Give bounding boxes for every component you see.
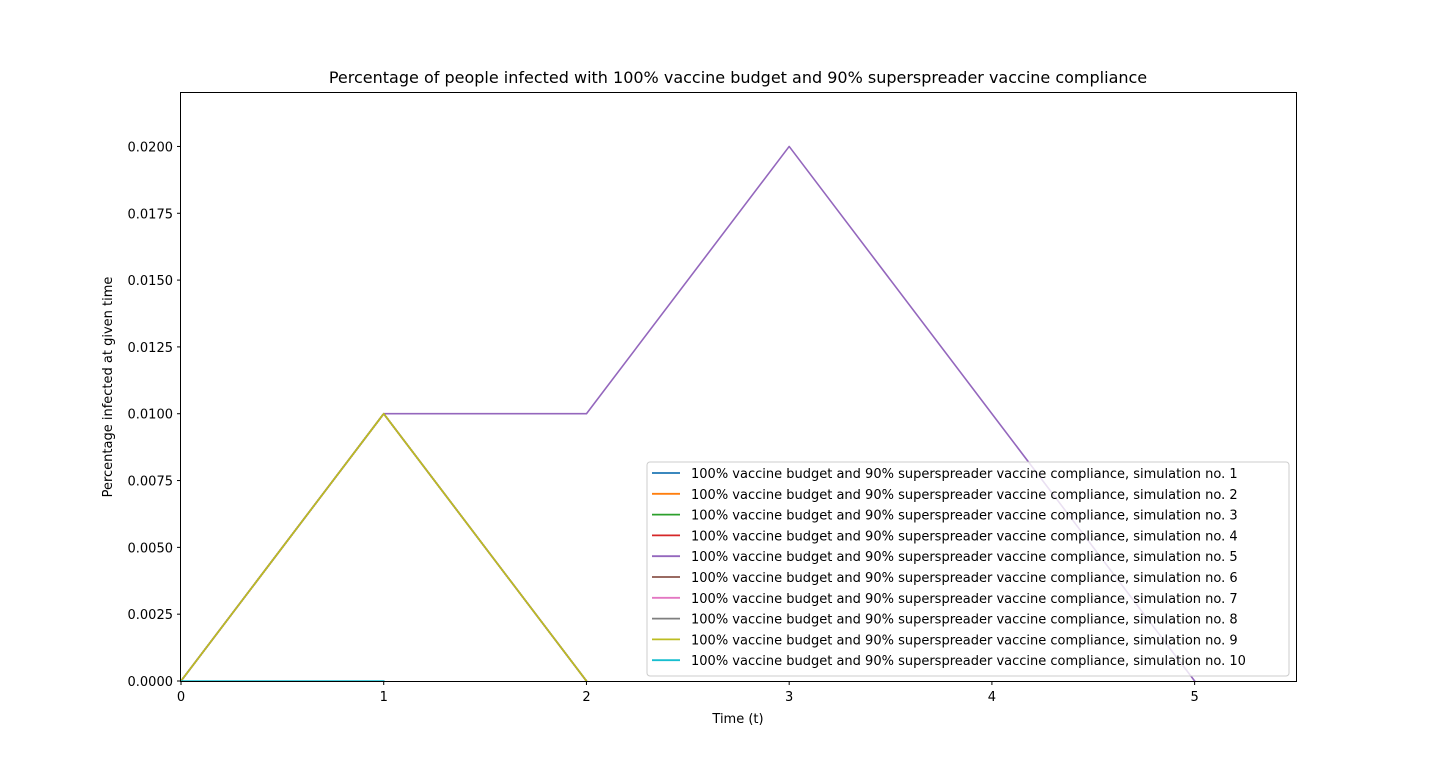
x-tick-label: 1 (380, 690, 388, 705)
chart-title: Percentage of people infected with 100% … (329, 68, 1147, 87)
plot-frame (180, 92, 1297, 682)
legend-label-8: 100% vaccine budget and 90% superspreade… (691, 613, 1238, 628)
legend-label-1: 100% vaccine budget and 90% superspreade… (691, 467, 1238, 482)
legend-label-6: 100% vaccine budget and 90% superspreade… (691, 571, 1238, 586)
legend-label-10: 100% vaccine budget and 90% superspreade… (691, 654, 1246, 669)
plot-area (179, 145, 1196, 683)
y-axis: 0.0000 0.0025 0.0050 0.0075 0.0100 0.0125 0.01… (128, 140, 181, 690)
series-line-2 (179, 412, 588, 683)
y-tick-label: 0.0075 (128, 475, 174, 490)
legend-label-4: 100% vaccine budget and 90% superspreade… (691, 529, 1238, 544)
series-line-6 (179, 412, 588, 683)
y-tick-label: 0.0000 (128, 675, 174, 690)
x-tick-label: 2 (582, 690, 590, 705)
series-line-4 (179, 412, 588, 683)
y-tick-label: 0.0025 (128, 608, 174, 623)
y-tick-label: 0.0175 (128, 207, 174, 222)
y-tick-label: 0.0200 (128, 140, 174, 155)
legend-label-5: 100% vaccine budget and 90% superspreade… (691, 550, 1238, 565)
legend-box (646, 461, 1290, 677)
legend-label-2: 100% vaccine budget and 90% superspreade… (691, 488, 1238, 503)
legend-label-9: 100% vaccine budget and 90% superspreade… (691, 633, 1238, 648)
legend-label-3: 100% vaccine budget and 90% superspreade… (691, 509, 1238, 524)
series-line-3 (179, 412, 588, 683)
series-line-8 (179, 412, 588, 683)
x-tick-label: 3 (785, 690, 793, 705)
x-tick-label: 4 (988, 690, 996, 705)
y-tick-label: 0.0100 (128, 408, 174, 423)
y-tick-label: 0.0050 (128, 541, 174, 556)
series-line-1 (179, 412, 588, 683)
x-tick-label: 5 (1190, 690, 1198, 705)
series-line-9 (179, 412, 588, 683)
legend: 100% vaccine budget and 90% superspreade… (646, 461, 1290, 677)
y-axis-label: Percentage infected at given time (101, 277, 116, 498)
series-line-7 (179, 412, 588, 683)
legend-label-7: 100% vaccine budget and 90% superspreade… (691, 592, 1238, 607)
y-tick-label: 0.0150 (128, 274, 174, 289)
x-axis-label: Time (t) (711, 712, 763, 727)
x-tick-label: 0 (177, 690, 185, 705)
x-axis: 0 1 2 3 4 5 (177, 681, 1199, 705)
y-tick-label: 0.0125 (128, 341, 174, 356)
